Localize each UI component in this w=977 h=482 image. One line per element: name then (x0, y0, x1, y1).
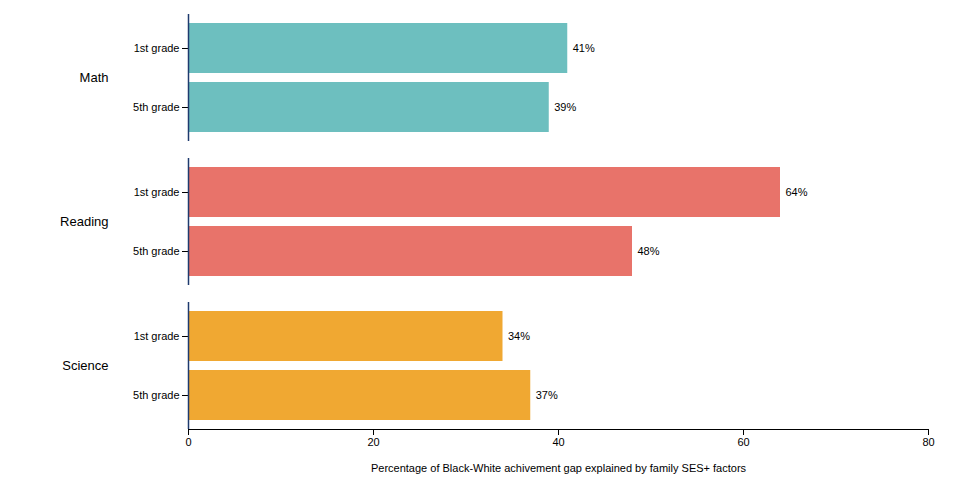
svg-text:Reading: Reading (60, 214, 108, 229)
svg-text:5th grade: 5th grade (133, 101, 179, 113)
svg-text:41%: 41% (573, 42, 595, 54)
svg-text:39%: 39% (554, 101, 576, 113)
svg-text:5th grade: 5th grade (133, 389, 179, 401)
svg-text:80: 80 (922, 436, 934, 448)
svg-text:1st grade: 1st grade (134, 186, 180, 198)
svg-text:Science: Science (62, 358, 108, 373)
svg-text:0: 0 (185, 436, 191, 448)
svg-text:Math: Math (80, 70, 109, 85)
svg-text:1st grade: 1st grade (134, 42, 180, 54)
svg-text:48%: 48% (638, 245, 660, 257)
svg-text:5th grade: 5th grade (133, 245, 179, 257)
svg-text:37%: 37% (536, 389, 558, 401)
svg-text:Percentage of Black-White achi: Percentage of Black-White achivement gap… (371, 462, 747, 474)
svg-text:40: 40 (552, 436, 564, 448)
svg-text:64%: 64% (786, 186, 808, 198)
svg-text:20: 20 (367, 436, 379, 448)
svg-text:1st grade: 1st grade (134, 330, 180, 342)
svg-text:34%: 34% (508, 330, 530, 342)
svg-text:60: 60 (737, 436, 749, 448)
